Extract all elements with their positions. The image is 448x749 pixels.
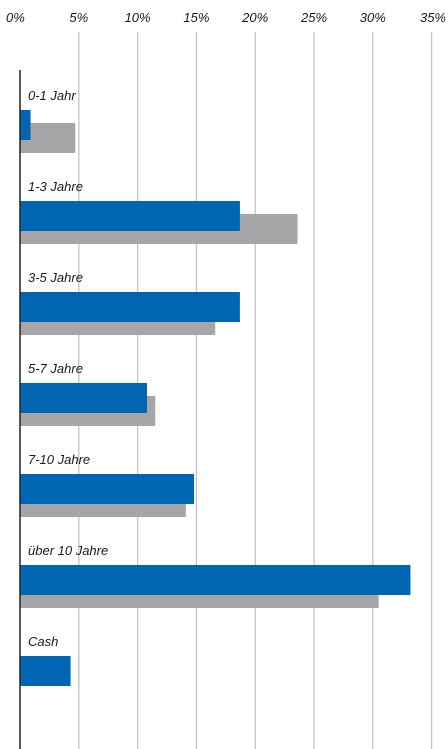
x-tick-label: 20%: [241, 10, 268, 25]
x-tick-label: 30%: [360, 10, 386, 25]
category-label: 7-10 Jahre: [28, 452, 90, 467]
bar-series-1: [20, 474, 195, 504]
x-tick-label: 35%: [420, 10, 446, 25]
gridlines: [78, 32, 433, 749]
x-tick-label: 15%: [183, 10, 209, 25]
category-label: Cash: [28, 634, 58, 649]
category-label: 3-5 Jahre: [28, 270, 83, 285]
bar-series-1: [20, 110, 31, 140]
x-tick-label: 5%: [69, 10, 88, 25]
bar-series-1: [20, 292, 240, 322]
category-label: 5-7 Jahre: [28, 361, 83, 376]
bar-series-1: [20, 656, 71, 686]
bars: [20, 110, 411, 686]
bar-series-1: [20, 201, 240, 231]
category-label: über 10 Jahre: [28, 543, 108, 558]
category-label: 1-3 Jahre: [28, 179, 83, 194]
bar-series-1: [20, 565, 411, 595]
x-tick-label: 10%: [125, 10, 151, 25]
x-tick-labels: 0% 5% 10% 15% 20% 25% 30% 35%: [6, 10, 446, 25]
bar-series-1: [20, 383, 148, 413]
x-tick-label: 25%: [300, 10, 327, 25]
category-labels: 0-1 Jahr 1-3 Jahre 3-5 Jahre 5-7 Jahre 7-10 …: [28, 88, 108, 649]
category-label: 0-1 Jahr: [28, 88, 76, 103]
x-tick-label: 0%: [6, 10, 25, 25]
